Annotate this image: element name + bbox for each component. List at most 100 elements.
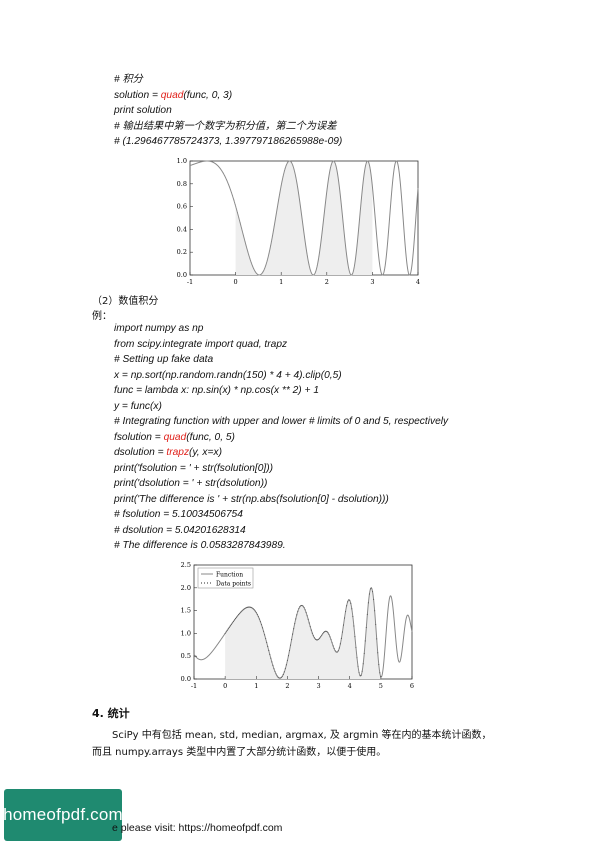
y-tick-label: 0.0 bbox=[177, 271, 187, 279]
data-point bbox=[237, 615, 239, 617]
data-point bbox=[286, 659, 288, 662]
chart-function-data-points: 0.0 0.5 1.0 1.5 2.0 2.5 -1 0 1 2 3 4 5 6 Function Da… bbox=[181, 561, 414, 690]
code-text: print('The difference is ' + str(np.abs(… bbox=[114, 493, 389, 505]
data-point bbox=[306, 615, 308, 617]
y-tick-label: 1.0 bbox=[181, 629, 191, 637]
data-point bbox=[345, 610, 347, 612]
data-point bbox=[253, 609, 255, 611]
data-point bbox=[377, 652, 379, 654]
data-point bbox=[256, 613, 258, 616]
data-point bbox=[232, 620, 234, 622]
data-point bbox=[231, 622, 233, 624]
y-tick-label: 0.6 bbox=[177, 203, 187, 211]
data-point bbox=[234, 618, 237, 620]
data-point bbox=[318, 638, 320, 640]
x-tick-label: 0 bbox=[234, 278, 238, 286]
code-text: y = func(x) bbox=[114, 400, 162, 412]
data-point bbox=[353, 625, 355, 627]
paragraph-line-2: 而且 numpy.arrays 类型中内置了大部分统计函数，以便于使用。 bbox=[92, 747, 387, 758]
data-point bbox=[251, 607, 253, 609]
x-tick-label: 2 bbox=[325, 278, 329, 286]
data-point bbox=[252, 608, 254, 610]
data-point bbox=[321, 634, 323, 636]
data-point bbox=[326, 631, 328, 633]
code-line: # 输出结果中第一个数字为积分值，第二个为误差 bbox=[114, 119, 342, 135]
data-point bbox=[275, 673, 277, 675]
homeofpdf-logo[interactable]: homeofpdf.com bbox=[3, 789, 123, 841]
code-function-highlight: quad bbox=[160, 89, 184, 101]
code-line: # fsolution = 5.10034506754 bbox=[114, 507, 448, 523]
data-point bbox=[334, 650, 336, 652]
data-point bbox=[312, 635, 314, 637]
data-point bbox=[328, 633, 330, 635]
data-point bbox=[337, 650, 339, 652]
data-point bbox=[315, 639, 318, 641]
code-text: print solution bbox=[114, 105, 172, 116]
code-line: # 积分 bbox=[114, 72, 342, 88]
data-point bbox=[254, 610, 256, 612]
code-text: dsolution = bbox=[114, 447, 167, 458]
code-text: print('fsolution = ' + str(fsolution[0])… bbox=[114, 462, 274, 474]
data-point bbox=[341, 631, 343, 633]
footer-link-text[interactable]: e please visit: https://homeofpdf.com bbox=[112, 822, 283, 834]
data-point bbox=[278, 677, 280, 679]
code-block-numerical-integration: import numpy as np from scipy.integrate i… bbox=[114, 321, 448, 554]
data-point bbox=[241, 610, 243, 612]
data-point bbox=[327, 632, 329, 634]
data-point bbox=[263, 630, 265, 632]
data-point bbox=[322, 633, 324, 635]
data-point bbox=[376, 638, 378, 640]
code-text: func = lambda x: np.sin(x) * np.cos(x **… bbox=[114, 385, 319, 396]
data-point bbox=[356, 657, 358, 659]
data-point bbox=[350, 602, 352, 604]
data-point bbox=[302, 605, 304, 607]
data-point bbox=[303, 607, 305, 609]
data-point bbox=[325, 630, 327, 632]
data-point bbox=[288, 649, 291, 652]
data-point bbox=[291, 639, 293, 641]
data-point bbox=[333, 648, 335, 650]
data-point bbox=[314, 638, 317, 640]
data-point bbox=[270, 657, 272, 659]
data-point bbox=[277, 676, 279, 678]
data-point bbox=[366, 613, 368, 615]
data-point bbox=[284, 668, 286, 670]
data-point bbox=[358, 671, 360, 674]
data-point bbox=[239, 612, 241, 614]
data-point bbox=[367, 602, 369, 604]
data-point bbox=[228, 626, 230, 628]
y-tick-label: 0.4 bbox=[177, 225, 187, 233]
data-point bbox=[279, 677, 281, 679]
data-point bbox=[298, 608, 300, 610]
data-point bbox=[259, 621, 261, 623]
data-point bbox=[359, 675, 361, 677]
code-line: from scipy.integrate import quad, trapz bbox=[114, 337, 448, 353]
data-point bbox=[266, 641, 268, 644]
x-tick-label: 2 bbox=[285, 682, 289, 690]
data-point bbox=[362, 663, 364, 665]
data-point bbox=[285, 664, 287, 666]
x-tick-label: 3 bbox=[317, 682, 321, 690]
data-point bbox=[313, 637, 315, 639]
data-point bbox=[272, 664, 274, 667]
data-point bbox=[339, 643, 341, 645]
x-tick-label: 1 bbox=[279, 278, 283, 286]
code-text: (func, 0, 5) bbox=[186, 431, 235, 443]
code-block-integral: # 积分 solution = quad(func, 0, 3) print sol… bbox=[114, 72, 342, 150]
data-point bbox=[364, 640, 366, 642]
data-point bbox=[295, 618, 297, 620]
y-tick-label: 0.0 bbox=[181, 675, 191, 683]
code-line: # Integrating function with upper and lo… bbox=[114, 414, 448, 430]
data-point bbox=[361, 670, 363, 672]
data-point bbox=[230, 623, 232, 625]
data-point bbox=[271, 661, 273, 663]
data-point bbox=[261, 627, 264, 629]
code-line: func = lambda x: np.sin(x) * np.cos(x **… bbox=[114, 383, 448, 399]
code-text: x = np.sort(np.random.randn(150) * 4 + 4… bbox=[114, 369, 342, 381]
data-point bbox=[323, 631, 325, 634]
data-point bbox=[319, 637, 321, 639]
x-tick-label: 4 bbox=[416, 278, 420, 286]
code-line: y = func(x) bbox=[114, 399, 448, 415]
data-point bbox=[335, 651, 337, 653]
code-text: # Integrating function with upper and lo… bbox=[114, 416, 449, 427]
